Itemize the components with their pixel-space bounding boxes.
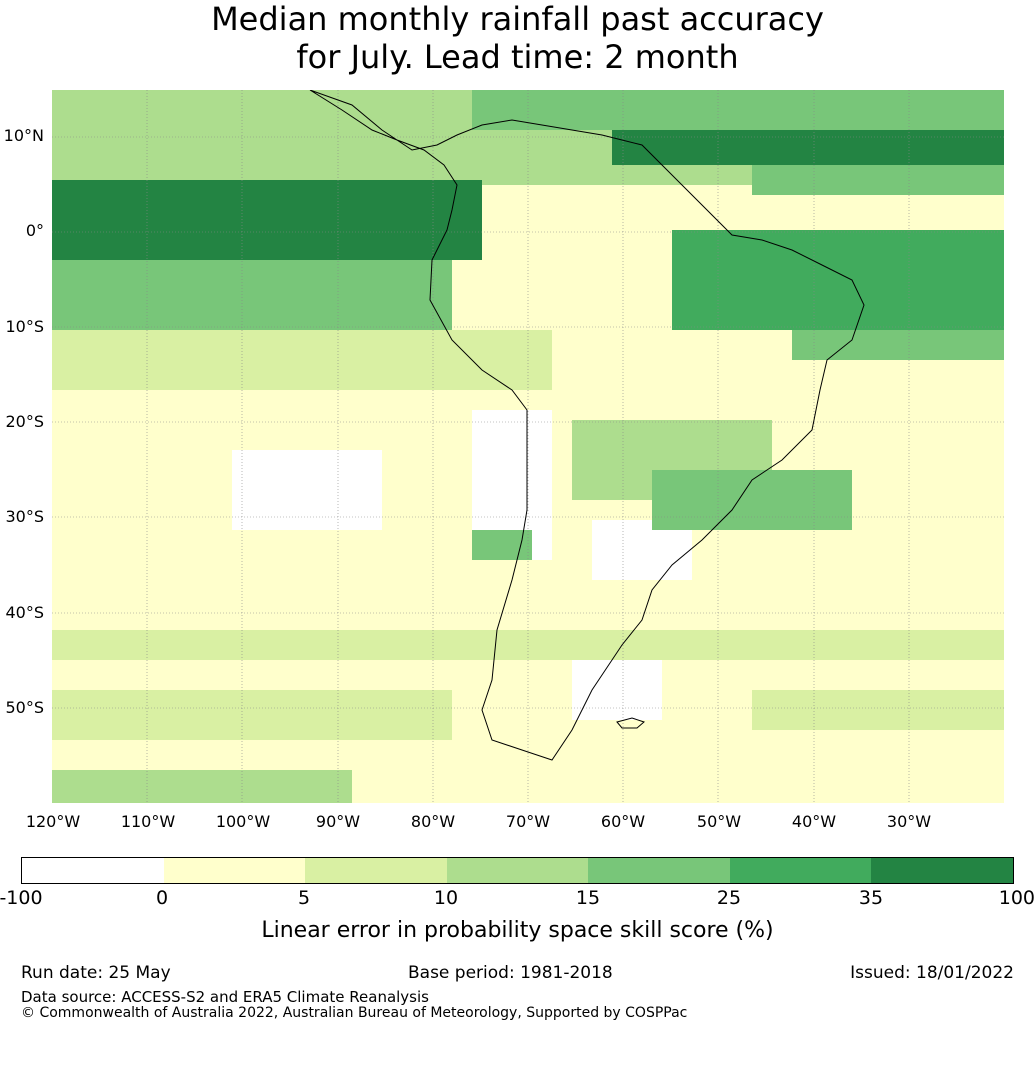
colorbar-segment-1 bbox=[22, 858, 164, 883]
coastline bbox=[309, 90, 865, 761]
colorbar-tick-7: 35 bbox=[858, 887, 884, 909]
skill-field bbox=[52, 90, 1004, 803]
colorbar-tick-5: 15 bbox=[575, 887, 601, 909]
lat-label-10n: 10°N bbox=[3, 126, 44, 145]
lat-label-40s: 40°S bbox=[5, 603, 44, 622]
colorbar-tick-6: 25 bbox=[716, 887, 742, 909]
colorbar-segment-5 bbox=[588, 858, 730, 883]
colorbar-segment-4 bbox=[446, 858, 589, 883]
map-svg bbox=[52, 90, 1004, 803]
lon-label-40w: 40°W bbox=[791, 812, 837, 831]
copyright-notice: © Commonwealth of Australia 2022, Austra… bbox=[21, 1005, 688, 1021]
title-line-2: for July. Lead time: 2 month bbox=[296, 38, 739, 76]
falkland-islands bbox=[616, 717, 645, 729]
run-date: Run date: 25 May bbox=[21, 963, 171, 983]
colorbar-segment-7 bbox=[871, 858, 1014, 883]
lat-label-0: 0° bbox=[25, 221, 44, 240]
lat-label-50s: 50°S bbox=[5, 698, 44, 717]
colorbar-label: Linear error in probability space skill … bbox=[261, 918, 774, 943]
lat-label-10s: 10°S bbox=[5, 317, 44, 336]
colorbar-tick-1: -100 bbox=[0, 887, 43, 909]
title-line-1: Median monthly rainfall past accuracy bbox=[211, 0, 824, 38]
lon-label-50w: 50°W bbox=[696, 812, 742, 831]
colorbar-segment-6 bbox=[729, 858, 872, 883]
data-source: Data source: ACCESS-S2 and ERA5 Climate … bbox=[21, 988, 429, 1006]
lon-label-110w: 110°W bbox=[120, 812, 176, 831]
lon-label-80w: 80°W bbox=[410, 812, 456, 831]
base-period: Base period: 1981-2018 bbox=[408, 963, 613, 983]
issued-date: Issued: 18/01/2022 bbox=[850, 963, 1014, 983]
colorbar bbox=[21, 857, 1014, 884]
colorbar-segment-2 bbox=[163, 858, 306, 883]
lon-label-90w: 90°W bbox=[315, 812, 361, 831]
colorbar-tick-2: 0 bbox=[155, 887, 169, 909]
lat-label-20s: 20°S bbox=[5, 412, 44, 431]
lon-label-120w: 120°W bbox=[25, 812, 81, 831]
colorbar-tick-8: 100 bbox=[998, 887, 1035, 909]
graticule bbox=[52, 90, 1004, 803]
colorbar-tick-4: 10 bbox=[433, 887, 459, 909]
map-title: Median monthly rainfall past accuracy fo… bbox=[0, 0, 1035, 76]
lat-label-30s: 30°S bbox=[5, 507, 44, 526]
lon-label-30w: 30°W bbox=[886, 812, 932, 831]
skill-score-map bbox=[52, 90, 1004, 803]
lon-label-70w: 70°W bbox=[505, 812, 551, 831]
lon-label-100w: 100°W bbox=[215, 812, 271, 831]
colorbar-tick-3: 5 bbox=[297, 887, 311, 909]
colorbar-segment-3 bbox=[305, 858, 447, 883]
lon-label-60w: 60°W bbox=[600, 812, 646, 831]
